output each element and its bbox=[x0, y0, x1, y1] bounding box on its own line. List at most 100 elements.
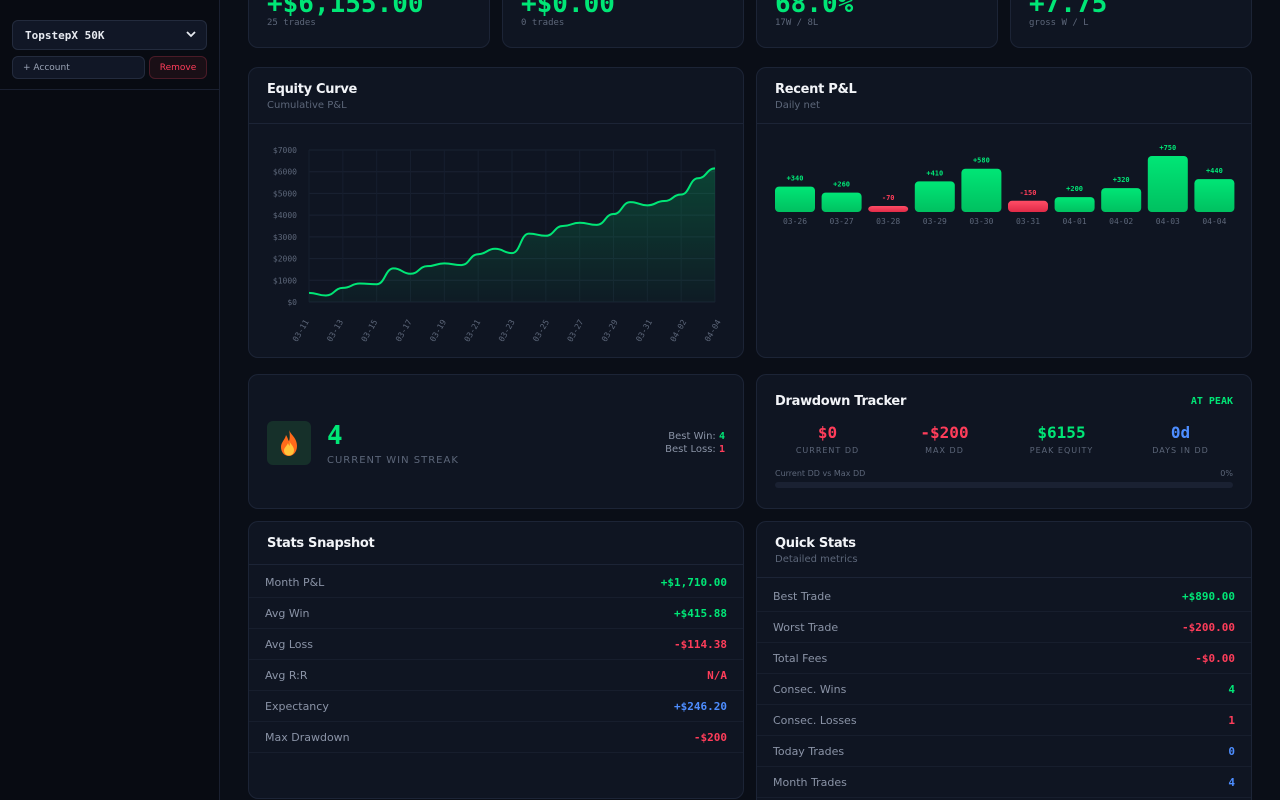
stat-row-value: -$200.00 bbox=[1182, 620, 1235, 634]
stat-sub: 25 trades bbox=[267, 18, 316, 28]
add-account-button[interactable]: + Account bbox=[12, 56, 145, 79]
x-tick-label: 03-17 bbox=[394, 318, 414, 344]
x-tick-label: 03-26 bbox=[783, 217, 807, 226]
x-tick-label: 03-30 bbox=[969, 217, 993, 226]
stat-value: +7.75 bbox=[1029, 0, 1108, 19]
stat-row-value: 4 bbox=[1228, 682, 1235, 696]
stat-row: Max Drawdown -$200 bbox=[249, 722, 743, 753]
stat-value: 68.0% bbox=[775, 0, 854, 19]
pnl-bar-label: +410 bbox=[926, 169, 943, 177]
stat-card-profit-factor: +7.75 gross W / L bbox=[1010, 0, 1252, 48]
stat-card-today-pnl: +$0.00 0 trades bbox=[502, 0, 744, 48]
y-tick-label: $0 bbox=[287, 298, 297, 307]
stat-row: Avg Win +$415.88 bbox=[249, 598, 743, 629]
dd-metric-label: MAX DD bbox=[925, 446, 964, 455]
stat-row-label: Consec. Losses bbox=[773, 713, 857, 727]
x-tick-label: 03-11 bbox=[291, 318, 311, 344]
pnl-bar bbox=[1194, 179, 1235, 212]
x-tick-label: 03-29 bbox=[923, 217, 947, 226]
stat-row-label: Month P&L bbox=[265, 575, 325, 589]
stat-row: Consec. Wins 4 bbox=[757, 674, 1251, 705]
stat-row-value: 4 bbox=[1228, 775, 1235, 789]
stat-row-value: 1 bbox=[1228, 713, 1235, 727]
pnl-bar bbox=[1101, 188, 1142, 212]
stat-sub: gross W / L bbox=[1029, 18, 1089, 28]
stat-row-value: +$415.88 bbox=[674, 606, 727, 620]
pnl-bar-label: -150 bbox=[1020, 189, 1037, 197]
stat-row-label: Best Trade bbox=[773, 589, 831, 603]
stat-card-win-rate: 68.0% 17W / 8L bbox=[756, 0, 998, 48]
x-tick-label: 03-25 bbox=[531, 318, 551, 344]
pnl-bar-label: +580 bbox=[973, 157, 990, 165]
pnl-bar-label: +260 bbox=[833, 181, 850, 189]
dd-metric-value: $0 bbox=[817, 423, 838, 442]
stat-row-label: Consec. Wins bbox=[773, 682, 847, 696]
pnl-bar-label: -70 bbox=[882, 194, 895, 202]
pnl-bar-label: +440 bbox=[1206, 167, 1223, 175]
stat-row-value: -$114.38 bbox=[674, 637, 727, 651]
best-win-value: 4 bbox=[718, 431, 725, 442]
drawdown-tracker-card: Drawdown Tracker AT PEAK $0 CURRENT DD -… bbox=[756, 374, 1252, 509]
streak-best: Best Win: 4 Best Loss: 1 bbox=[665, 430, 725, 456]
pnl-bar bbox=[914, 181, 955, 212]
stat-row-value: -$0.00 bbox=[1195, 651, 1235, 665]
card-subtitle: Cumulative P&L bbox=[267, 100, 347, 111]
card-subtitle: Detailed metrics bbox=[775, 554, 858, 565]
best-loss-label: Best Loss: bbox=[665, 444, 716, 455]
x-tick-label: 04-02 bbox=[1109, 217, 1133, 226]
equity-curve-card: Equity Curve Cumulative P&L $0 $1000 $2000… bbox=[248, 67, 744, 358]
chevron-down-icon bbox=[186, 30, 196, 41]
stat-value: +$6,155.00 bbox=[267, 0, 424, 19]
pnl-bar bbox=[775, 186, 815, 212]
card-title: Equity Curve bbox=[267, 82, 358, 97]
x-tick-label: 03-29 bbox=[600, 318, 620, 344]
equity-line bbox=[308, 167, 716, 297]
streak-label: CURRENT WIN STREAK bbox=[327, 455, 459, 466]
pnl-bar bbox=[821, 192, 862, 212]
sidebar-divider bbox=[0, 89, 219, 90]
x-tick-label: 03-27 bbox=[830, 217, 854, 226]
fire-icon bbox=[267, 421, 311, 465]
stat-row: Worst Trade -$200.00 bbox=[757, 612, 1251, 643]
stat-row: Month Trades 4 bbox=[757, 767, 1251, 798]
card-header: Stats Snapshot bbox=[249, 522, 743, 565]
pnl-bar-label: +200 bbox=[1066, 185, 1083, 193]
pnl-bar bbox=[1054, 197, 1095, 212]
pnl-bar bbox=[1147, 156, 1188, 212]
x-tick-label: 03-27 bbox=[566, 318, 586, 344]
stat-row-value: +$890.00 bbox=[1182, 589, 1235, 603]
stat-row-label: Worst Trade bbox=[773, 620, 839, 634]
sidebar: TopstepX 50K + Account Remove bbox=[0, 0, 220, 800]
dd-metric-max: -$200 MAX DD bbox=[887, 423, 1002, 455]
quick-stats-card: Quick Stats Detailed metrics Best Trade … bbox=[756, 521, 1252, 800]
pnl-bar-label: +340 bbox=[787, 175, 804, 183]
stat-row-label: Max Drawdown bbox=[265, 730, 350, 744]
equity-area bbox=[309, 168, 715, 302]
best-loss-value: 1 bbox=[718, 444, 725, 455]
card-title: Quick Stats bbox=[775, 536, 856, 551]
card-header: Recent P&L Daily net bbox=[757, 68, 1251, 124]
stat-row-label: Avg Loss bbox=[265, 637, 313, 651]
x-tick-label: 04-04 bbox=[703, 318, 723, 344]
card-header: Quick Stats Detailed metrics bbox=[757, 522, 1251, 578]
y-tick-label: $6000 bbox=[273, 168, 297, 177]
x-tick-label: 03-23 bbox=[497, 318, 517, 344]
x-tick-label: 03-15 bbox=[360, 318, 380, 344]
dd-metric-label: CURRENT DD bbox=[795, 446, 860, 455]
dd-metric-label: DAYS IN DD bbox=[1152, 446, 1209, 455]
x-tick-label: 04-03 bbox=[1156, 217, 1180, 226]
stat-row: Today Trades 0 bbox=[757, 736, 1251, 767]
stats-snapshot-card: Stats Snapshot Month P&L +$1,710.00 Avg … bbox=[248, 521, 744, 799]
pnl-bar-label: +750 bbox=[1159, 144, 1176, 152]
x-tick-label: 03-31 bbox=[1016, 217, 1040, 226]
x-tick-label: 04-04 bbox=[1202, 217, 1226, 226]
pnl-bar-label: +320 bbox=[1113, 176, 1130, 184]
x-tick-label: 04-02 bbox=[669, 318, 689, 344]
account-select[interactable]: TopstepX 50K bbox=[12, 20, 207, 50]
dd-metric-days: 0d DAYS IN DD bbox=[1123, 423, 1238, 455]
stat-row-value: +$246.20 bbox=[674, 699, 727, 713]
stat-row-value: N/A bbox=[707, 668, 727, 682]
x-tick-label: 03-28 bbox=[876, 217, 900, 226]
remove-account-button[interactable]: Remove bbox=[149, 56, 207, 79]
card-title: Drawdown Tracker bbox=[775, 394, 907, 409]
